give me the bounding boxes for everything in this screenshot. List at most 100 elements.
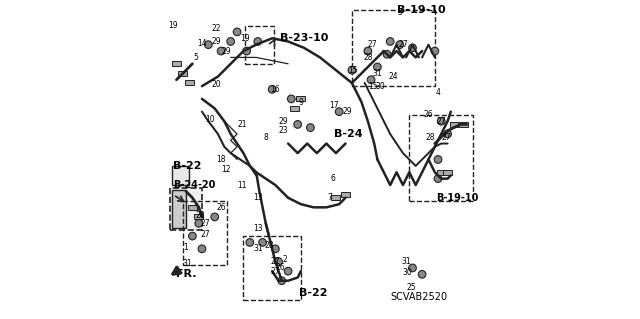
Text: 28: 28	[196, 211, 205, 220]
Circle shape	[246, 239, 253, 246]
Bar	[341, 192, 350, 197]
Circle shape	[211, 213, 218, 221]
Text: 31: 31	[183, 259, 193, 268]
Bar	[443, 170, 452, 175]
Text: 28: 28	[264, 241, 274, 250]
Bar	[172, 190, 186, 228]
Circle shape	[434, 156, 442, 163]
Text: B-22: B-22	[300, 288, 328, 299]
Text: 8: 8	[264, 133, 268, 142]
Text: B-24-20: B-24-20	[173, 180, 216, 190]
Text: FR.: FR.	[177, 269, 197, 279]
Text: 2: 2	[282, 256, 287, 264]
Text: 7: 7	[327, 193, 332, 202]
Bar	[410, 115, 473, 201]
Circle shape	[367, 76, 375, 84]
Circle shape	[431, 47, 438, 55]
Circle shape	[383, 50, 391, 58]
Text: 28: 28	[363, 53, 372, 62]
Circle shape	[364, 47, 372, 55]
Circle shape	[287, 95, 295, 103]
Circle shape	[284, 267, 292, 275]
Circle shape	[434, 175, 442, 182]
Text: 25: 25	[406, 283, 416, 292]
Text: 12: 12	[221, 165, 230, 174]
Text: 26: 26	[275, 263, 285, 272]
Text: 26: 26	[424, 110, 433, 119]
Text: 31: 31	[253, 244, 262, 253]
Text: 16: 16	[271, 85, 280, 94]
Circle shape	[205, 41, 212, 48]
Circle shape	[275, 258, 282, 265]
Text: 5: 5	[193, 53, 198, 62]
Text: B-19-10: B-19-10	[436, 193, 479, 203]
Bar	[179, 71, 188, 76]
Bar	[449, 122, 458, 127]
Bar	[290, 106, 299, 111]
Bar	[436, 170, 445, 175]
Text: 24: 24	[388, 72, 398, 81]
Bar	[332, 195, 340, 200]
Circle shape	[409, 264, 417, 272]
Text: B-23-10: B-23-10	[280, 33, 328, 43]
Bar	[459, 122, 468, 127]
Text: 15: 15	[349, 66, 358, 75]
Text: 4: 4	[436, 88, 440, 97]
Text: 31: 31	[372, 69, 382, 78]
Circle shape	[195, 219, 203, 227]
Text: 29: 29	[278, 117, 288, 126]
Circle shape	[243, 47, 250, 55]
Text: 28: 28	[426, 133, 435, 142]
Text: B-24: B-24	[334, 129, 363, 139]
Text: 26: 26	[216, 203, 226, 212]
Bar	[245, 26, 274, 64]
Circle shape	[218, 47, 225, 55]
Bar	[170, 188, 202, 230]
Text: 3: 3	[397, 8, 402, 17]
Circle shape	[437, 117, 445, 125]
Circle shape	[374, 63, 381, 71]
Circle shape	[271, 245, 279, 253]
Circle shape	[409, 44, 417, 52]
Text: 31: 31	[401, 257, 411, 266]
Bar	[243, 236, 301, 300]
Text: 29: 29	[342, 107, 352, 116]
Text: 10: 10	[205, 115, 215, 124]
Bar	[296, 96, 305, 101]
Text: 30: 30	[376, 82, 385, 91]
Text: 19: 19	[240, 34, 250, 43]
Text: 29: 29	[211, 37, 221, 46]
Text: 14: 14	[197, 39, 207, 48]
Text: 23: 23	[278, 126, 288, 135]
Text: 27: 27	[271, 257, 280, 266]
Text: 27: 27	[200, 219, 210, 228]
Text: 30: 30	[403, 268, 413, 277]
Text: 15: 15	[368, 82, 378, 91]
Text: 22: 22	[212, 24, 221, 33]
Circle shape	[335, 108, 343, 115]
Text: SCVAB2520: SCVAB2520	[390, 292, 447, 302]
Circle shape	[294, 121, 301, 128]
Text: 21: 21	[237, 120, 246, 129]
Text: 11: 11	[237, 181, 246, 189]
Bar	[352, 10, 435, 86]
Bar	[185, 80, 194, 85]
Text: 17: 17	[330, 101, 339, 110]
Circle shape	[307, 124, 314, 131]
Text: 27: 27	[398, 40, 408, 49]
Circle shape	[227, 38, 234, 45]
Bar	[195, 214, 204, 219]
Circle shape	[387, 38, 394, 45]
Bar	[188, 205, 197, 210]
Circle shape	[268, 85, 276, 93]
Text: 27: 27	[441, 133, 451, 142]
Text: 13: 13	[253, 224, 262, 233]
Text: 27: 27	[368, 40, 378, 49]
Text: 6: 6	[330, 174, 335, 183]
Bar	[172, 166, 189, 185]
Circle shape	[254, 38, 262, 45]
Circle shape	[444, 130, 451, 138]
Circle shape	[233, 28, 241, 36]
Circle shape	[396, 41, 404, 48]
Text: 13: 13	[253, 193, 262, 202]
